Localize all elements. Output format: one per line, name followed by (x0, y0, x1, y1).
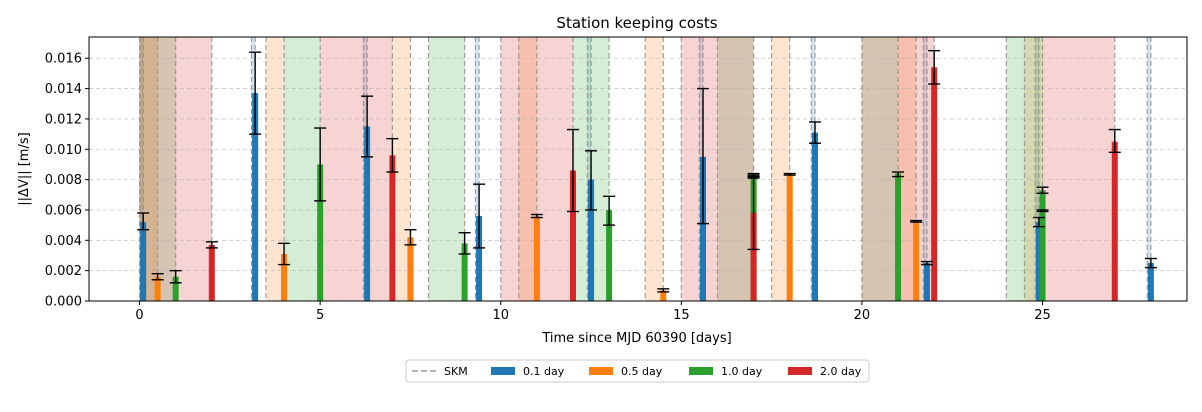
legend-label-0-1-day: 0.1 day (523, 365, 565, 378)
x-axis: 0 5 10 15 20 25 (135, 301, 1051, 323)
y-tick-label: 0.000 (45, 295, 82, 310)
x-tick-label: 15 (673, 308, 690, 323)
shaded-window (265, 37, 285, 301)
shaded-window (1035, 37, 1039, 301)
x-tick-label: 10 (492, 308, 509, 323)
y-tick-label: 0.008 (45, 173, 82, 188)
bar (1147, 263, 1154, 301)
y-tick-label: 0.016 (45, 52, 82, 67)
bar (208, 244, 215, 301)
y-tick-label: 0.002 (45, 264, 82, 279)
bar (461, 243, 468, 301)
shaded-window (428, 37, 465, 301)
x-tick-label: 20 (854, 308, 871, 323)
shaded-window (771, 37, 790, 301)
y-tick-label: 0.010 (45, 143, 82, 158)
shaded-window (320, 37, 393, 301)
y-tick-label: 0.014 (45, 82, 82, 97)
bar (389, 155, 396, 301)
x-tick-label: 0 (135, 308, 143, 323)
bar (364, 126, 371, 301)
x-axis-label: Time since MJD 60390 [days] (541, 331, 731, 346)
bar (1039, 190, 1046, 301)
skm-lines (138, 37, 1152, 301)
legend-box (405, 359, 870, 383)
legend-swatch-1-0-day (689, 367, 713, 375)
bar (700, 156, 707, 301)
legend-label-1-0-day: 1.0 day (721, 365, 763, 378)
bar (750, 213, 757, 301)
bar (588, 179, 595, 301)
y-axis: 0.000 0.002 0.004 0.006 0.008 0.010 0.012 0.014… (45, 52, 89, 310)
bar (786, 173, 793, 301)
y-tick-label: 0.004 (45, 234, 82, 249)
bar (281, 253, 288, 301)
bar (660, 290, 667, 301)
x-tick-label: 5 (316, 308, 324, 323)
shaded-window (284, 37, 321, 301)
shaded-window (475, 37, 480, 301)
plot-frame (88, 36, 1188, 302)
bar (811, 132, 818, 301)
bar (252, 93, 259, 301)
bar (154, 276, 161, 301)
y-tick-label: 0.012 (45, 112, 82, 127)
bar (913, 220, 920, 301)
bar (140, 222, 147, 301)
legend-label-2-0-day: 2.0 day (820, 365, 862, 378)
shaded-window (717, 37, 754, 301)
bar (317, 164, 324, 301)
bar (533, 216, 540, 301)
shaded-window (898, 37, 917, 301)
bar (172, 276, 179, 301)
legend-label-0-5-day: 0.5 day (621, 365, 663, 378)
bar (407, 237, 414, 301)
bar (923, 263, 930, 301)
bar (476, 216, 483, 301)
bar (1035, 222, 1042, 301)
bar (1111, 141, 1118, 301)
shaded-window (587, 37, 592, 301)
shaded-window (1042, 37, 1115, 301)
y-tick-label: 0.006 (45, 203, 82, 218)
bar (931, 67, 938, 302)
y-axis-label: ||ΔV|| [m/s] (17, 132, 32, 205)
shaded-window (518, 37, 537, 301)
legend-swatch-0-5-day (589, 367, 613, 375)
bar (895, 173, 902, 301)
shaded-window (139, 37, 144, 301)
legend-swatch-0-1-day (491, 367, 515, 375)
x-tick-label: 25 (1034, 308, 1051, 323)
legend: SKM 0.1 day 0.5 day 1.0 day 2.0 day (405, 359, 870, 383)
shaded-window (923, 37, 927, 301)
legend-swatch-2-0-day (788, 367, 812, 375)
bar (606, 209, 613, 301)
shaded-window (861, 37, 899, 301)
bar (569, 170, 576, 301)
shaded-window (1147, 37, 1151, 301)
shaded-window (645, 37, 664, 301)
shaded-window (392, 37, 411, 301)
legend-skm-label: SKM (444, 365, 468, 378)
error-bars (137, 49, 1157, 293)
chart-title: Station keeping costs (556, 14, 717, 32)
